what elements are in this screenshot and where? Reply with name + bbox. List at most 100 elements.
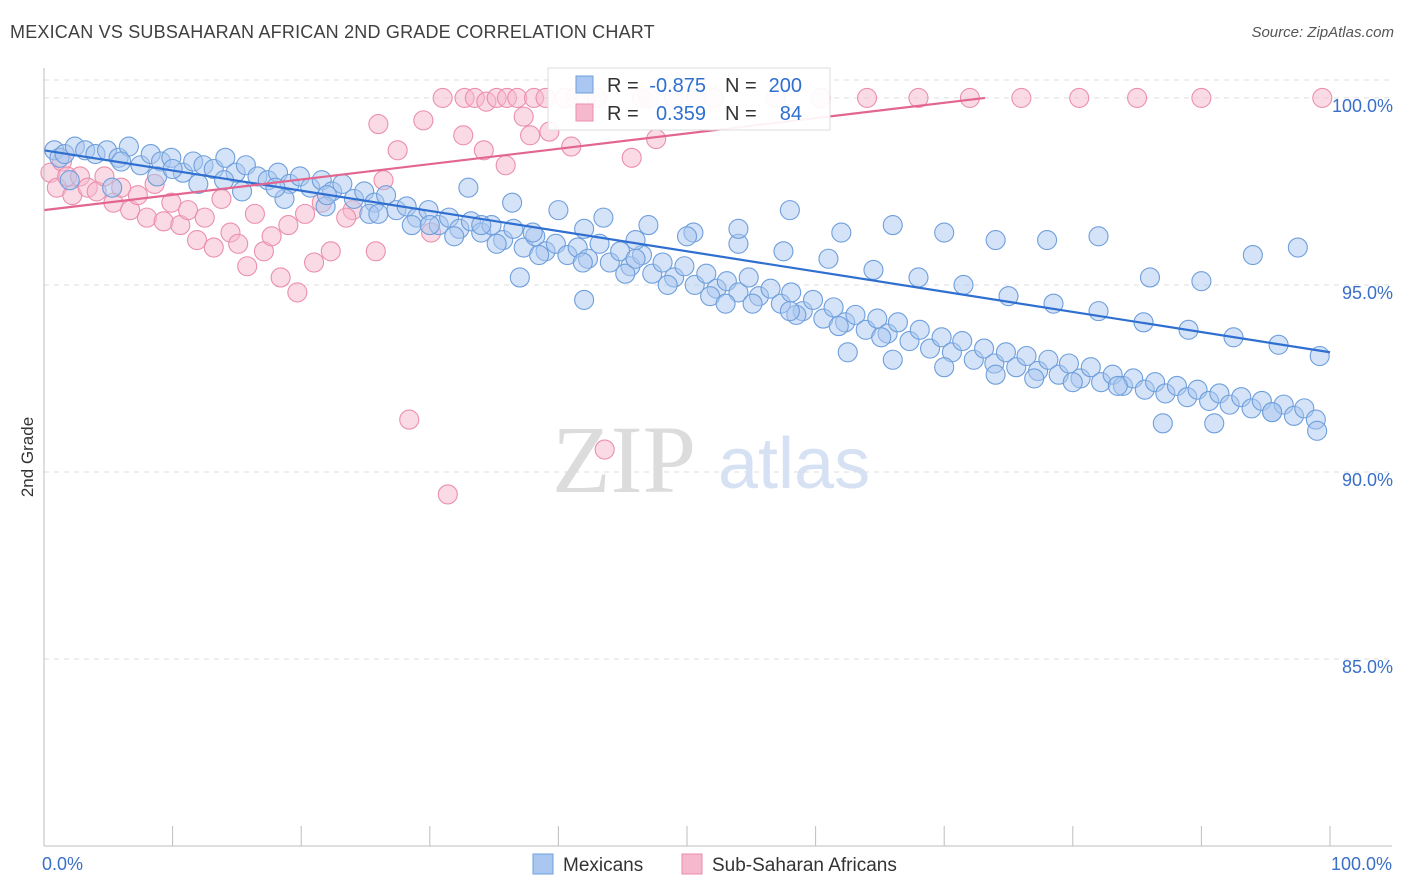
data-point xyxy=(615,263,636,284)
data-point xyxy=(507,87,528,108)
data-point xyxy=(1139,267,1161,288)
data-point xyxy=(908,267,929,288)
data-point xyxy=(1307,420,1328,441)
data-point xyxy=(295,203,316,224)
data-point xyxy=(529,244,550,266)
data-point xyxy=(194,207,215,228)
data-point xyxy=(161,192,182,213)
data-point xyxy=(1262,402,1283,423)
data-point xyxy=(513,106,534,127)
data-point xyxy=(437,484,458,505)
data-point xyxy=(845,304,866,325)
data-point xyxy=(1038,349,1059,370)
watermark: ZIP atlas xyxy=(552,406,870,513)
data-point xyxy=(696,263,717,284)
data-point xyxy=(638,215,659,236)
data-point xyxy=(674,256,695,277)
data-point xyxy=(261,226,282,247)
data-point xyxy=(828,316,849,337)
data-point xyxy=(621,147,642,168)
data-point xyxy=(1024,368,1045,389)
data-point xyxy=(153,211,174,232)
chart-title: MEXICAN VS SUBSAHARAN AFRICAN 2ND GRADE … xyxy=(10,22,655,42)
data-point xyxy=(625,248,646,269)
bottom-legend-label-sub-saharan: Sub-Saharan Africans xyxy=(712,855,897,876)
data-point xyxy=(432,87,453,108)
data-point xyxy=(837,342,858,363)
data-point xyxy=(287,282,308,303)
data-point xyxy=(244,203,265,224)
data-point xyxy=(453,125,474,146)
data-point xyxy=(738,267,759,288)
bottom-legend-label-mexicans: Mexicans xyxy=(563,855,643,876)
data-point xyxy=(1312,87,1333,108)
data-point xyxy=(1152,413,1173,434)
x-axis-ticks xyxy=(43,826,1331,846)
data-point xyxy=(856,87,878,108)
data-point xyxy=(270,267,291,288)
data-point xyxy=(574,289,595,310)
data-point xyxy=(548,200,569,221)
stats-legend: R = -0.875 N = 200 R = 0.359 N = 84 xyxy=(547,67,831,131)
data-point xyxy=(934,357,955,378)
data-point xyxy=(1037,230,1058,251)
data-point xyxy=(1242,244,1263,266)
data-point xyxy=(1062,372,1083,393)
data-point xyxy=(237,256,258,277)
data-point xyxy=(1069,87,1090,108)
stats-legend-n-label-sub-saharan: N = xyxy=(725,103,757,125)
stats-legend-r-value-mexicans: -0.875 xyxy=(649,75,706,97)
data-point xyxy=(646,129,667,150)
data-point xyxy=(211,188,232,209)
data-point xyxy=(444,226,465,247)
data-point xyxy=(952,330,973,352)
data-point xyxy=(594,439,615,460)
data-point xyxy=(985,230,1006,251)
y-tick-label: 95.0% xyxy=(1342,283,1393,303)
data-point xyxy=(1011,87,1032,108)
data-point xyxy=(419,215,440,236)
data-point xyxy=(871,327,892,348)
data-point xyxy=(779,301,800,322)
data-point xyxy=(320,241,341,262)
data-point xyxy=(593,207,614,228)
data-point xyxy=(368,114,389,135)
stats-legend-r-label-mexicans: R = xyxy=(607,75,639,97)
data-point xyxy=(102,177,123,198)
axes xyxy=(43,68,1392,847)
data-point xyxy=(520,125,541,146)
data-point xyxy=(773,241,794,262)
data-point xyxy=(931,327,952,348)
data-point xyxy=(336,207,357,228)
data-point xyxy=(1127,87,1148,108)
stats-legend-swatch-mexicans xyxy=(575,75,594,94)
data-point xyxy=(401,215,422,236)
data-point xyxy=(657,274,678,295)
data-point xyxy=(127,185,148,206)
data-point xyxy=(368,203,389,224)
stats-legend-n-value-mexicans: 200 xyxy=(769,75,802,97)
data-point xyxy=(502,192,523,213)
stats-legend-n-value-sub-saharan: 84 xyxy=(780,103,802,125)
stats-legend-r-value-sub-saharan: 0.359 xyxy=(656,103,706,125)
data-point xyxy=(934,222,955,243)
data-point xyxy=(742,293,763,314)
data-point xyxy=(203,237,224,258)
data-point xyxy=(458,177,479,198)
data-point xyxy=(1080,357,1101,378)
data-point xyxy=(413,110,434,131)
data-point xyxy=(1016,345,1037,367)
data-point xyxy=(278,215,299,236)
data-point xyxy=(908,87,929,108)
stats-legend-swatch-sub-saharan xyxy=(575,103,594,122)
data-point xyxy=(995,342,1016,363)
data-point xyxy=(779,200,800,221)
data-point xyxy=(823,297,844,318)
data-point xyxy=(974,338,995,359)
x-tick-label-max: 100.0% xyxy=(1331,854,1392,874)
data-point xyxy=(802,289,824,310)
data-point xyxy=(676,226,698,247)
data-point xyxy=(387,140,408,161)
data-point xyxy=(136,207,157,228)
series-mexicans xyxy=(44,136,1330,441)
